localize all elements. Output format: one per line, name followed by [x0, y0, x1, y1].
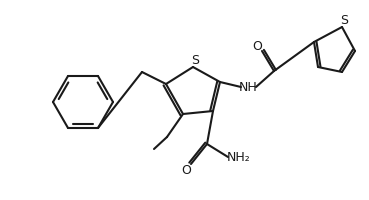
Text: NH₂: NH₂ [227, 151, 251, 164]
Text: O: O [252, 39, 262, 52]
Text: S: S [191, 54, 199, 67]
Text: O: O [181, 164, 191, 177]
Text: NH: NH [239, 81, 257, 94]
Text: S: S [340, 14, 348, 27]
